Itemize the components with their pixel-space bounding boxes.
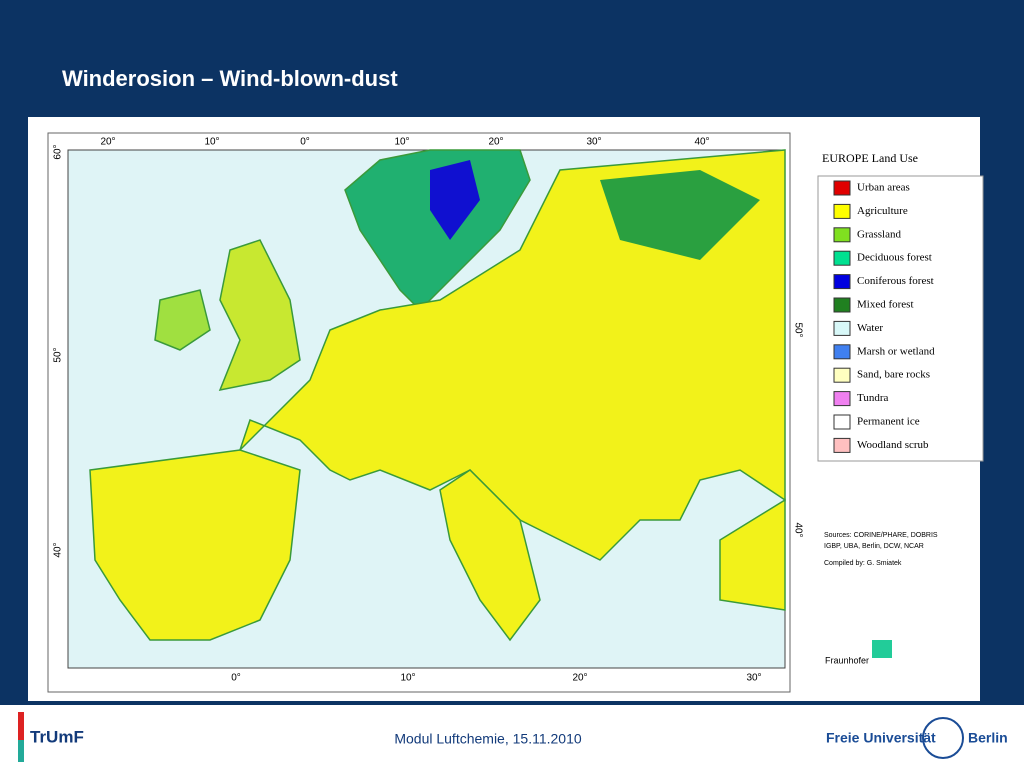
legend-swatch	[833, 227, 851, 243]
legend-title: EUROPE Land Use	[822, 151, 918, 165]
lat-label: 40°	[792, 522, 803, 537]
lon-label: 20°	[100, 137, 115, 148]
legend-label: Deciduous forest	[857, 252, 932, 264]
legend-swatch	[833, 203, 851, 219]
legend-swatch	[833, 414, 851, 430]
mainland	[239, 149, 786, 561]
scandinavia	[344, 149, 531, 312]
lon-label: 0°	[231, 673, 241, 684]
forest-patch	[600, 170, 760, 260]
lon-label: 20°	[572, 673, 587, 684]
legend-label: Urban areas	[857, 182, 910, 194]
fu-logo: Freie Universität	[826, 730, 936, 746]
lat-label: 50°	[792, 322, 803, 337]
source-text: Sources: CORINE/PHARE, DOBRIS	[824, 532, 938, 539]
legend-swatch	[833, 344, 851, 360]
institute-icon	[872, 640, 892, 658]
fu-city: Berlin	[968, 730, 1008, 746]
source-text: IGBP, UBA, Berlin, DCW, NCAR	[824, 543, 924, 550]
legend-swatch	[833, 391, 851, 407]
lon-label: 20°	[488, 137, 503, 148]
legend-label: Permanent ice	[857, 416, 920, 428]
anatolia	[719, 498, 786, 611]
legend-label: Woodland scrub	[857, 439, 929, 451]
legend-swatch	[833, 297, 851, 313]
legend-label: Tundra	[857, 392, 888, 404]
legend-box	[817, 175, 984, 462]
legend-label: Agriculture	[857, 205, 908, 217]
lon-label: 10°	[394, 137, 409, 148]
lat-label: 40°	[53, 542, 64, 557]
conifer-patch	[430, 160, 480, 240]
lon-label: 10°	[204, 137, 219, 148]
trumf-logo: TrUmF	[30, 727, 84, 746]
legend-swatch	[833, 320, 851, 336]
land	[89, 149, 786, 642]
fu-seal	[922, 717, 964, 759]
lon-label: 30°	[586, 137, 601, 148]
logo-bar	[18, 712, 24, 762]
legend-swatch	[833, 180, 851, 196]
institute-name: Fraunhofer	[825, 655, 869, 665]
logo-bar	[18, 740, 24, 762]
source-text: Compiled by: G. Smiatek	[824, 560, 902, 567]
legend-label: Grassland	[857, 228, 901, 240]
legend-label: Water	[857, 322, 883, 334]
legend-swatch	[833, 274, 851, 290]
slide-title: Winderosion – Wind-blown-dust	[62, 66, 398, 91]
lon-label: 10°	[400, 673, 415, 684]
italy	[439, 469, 541, 642]
legend-swatch	[833, 437, 851, 453]
lat-label: 50°	[53, 347, 64, 362]
legend-swatch	[833, 367, 851, 383]
lat-label: 60°	[53, 144, 64, 159]
footer	[0, 705, 1024, 768]
legend-label: Mixed forest	[857, 299, 914, 311]
legend-label: Coniferous forest	[857, 275, 934, 287]
lon-label: 30°	[746, 673, 761, 684]
britain	[218, 239, 301, 392]
legend-label: Sand, bare rocks	[857, 369, 930, 381]
lon-label: 0°	[300, 137, 310, 148]
footer-text: Modul Luftchemie, 15.11.2010	[394, 731, 582, 747]
iberia	[89, 449, 301, 641]
ireland	[154, 289, 211, 351]
map-border	[47, 132, 791, 693]
lon-label: 40°	[694, 137, 709, 148]
legend-label: Marsh or wetland	[857, 345, 935, 357]
legend-swatch	[833, 250, 851, 266]
